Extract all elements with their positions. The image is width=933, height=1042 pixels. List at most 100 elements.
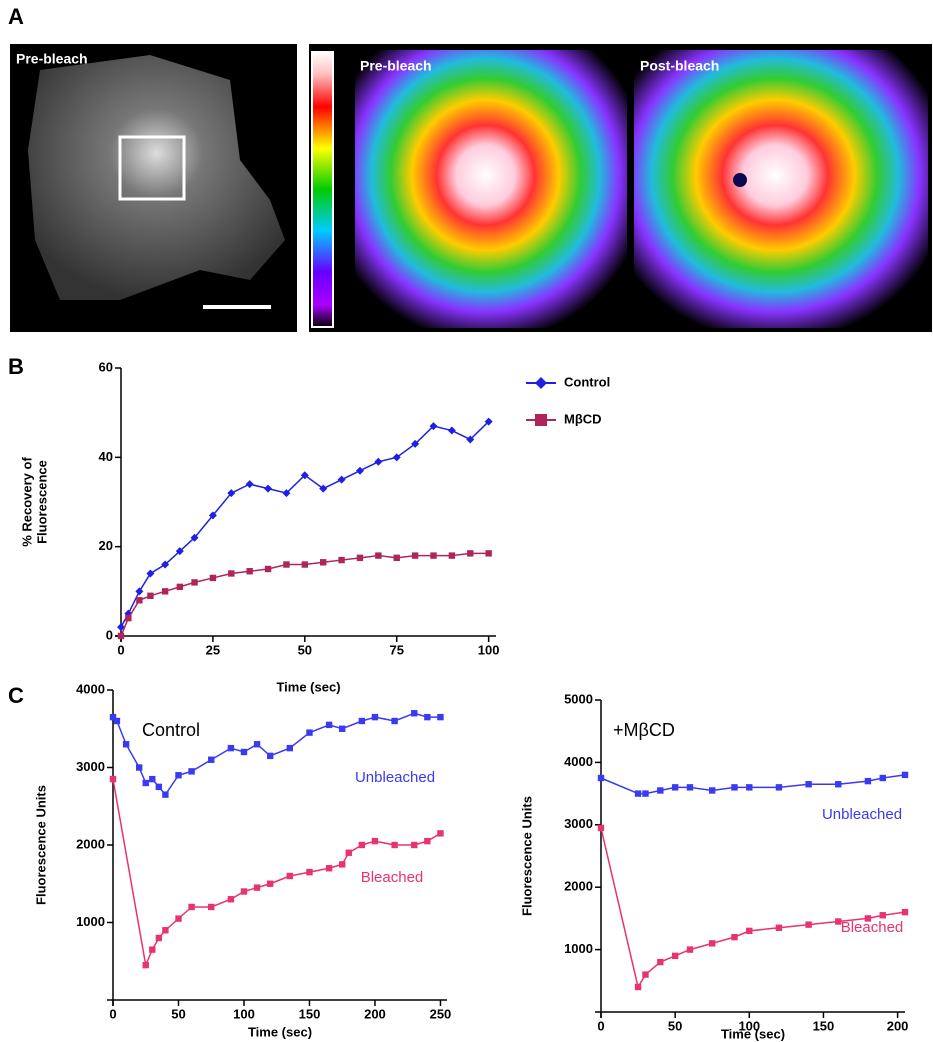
marker [393, 554, 400, 562]
y-axis-label: Fluorescence Units [519, 796, 534, 916]
legend-label: MβCD [564, 411, 602, 426]
marker [864, 915, 872, 922]
panel-label: A [8, 4, 24, 29]
marker [485, 550, 492, 557]
marker [437, 830, 444, 837]
marker [375, 552, 382, 559]
marker [142, 779, 149, 787]
marker [337, 475, 346, 484]
marker [135, 764, 143, 771]
marker [901, 771, 909, 779]
marker [208, 511, 217, 520]
marker [879, 912, 886, 919]
marker [320, 559, 327, 566]
marker [484, 417, 493, 426]
x-axis-label: Time (sec) [248, 1024, 312, 1039]
x-tick-label: 200 [364, 1006, 386, 1021]
separator [297, 44, 309, 332]
marker [392, 453, 401, 462]
marker [227, 744, 235, 752]
marker [709, 940, 716, 947]
marker [430, 552, 437, 559]
marker [901, 908, 909, 916]
marker [339, 861, 346, 868]
marker [175, 915, 182, 922]
y-tick-label: 3000 [564, 816, 593, 831]
x-tick-label: 0 [109, 1006, 116, 1021]
marker [176, 583, 184, 591]
series-line [120, 421, 490, 628]
marker [835, 781, 842, 788]
marker [175, 547, 184, 556]
marker [374, 457, 383, 466]
marker [188, 768, 195, 775]
y-tick-label: 1000 [564, 941, 593, 956]
series-annotation: Unbleached [355, 769, 435, 786]
x-tick-label: 100 [738, 1018, 760, 1033]
marker [306, 729, 313, 736]
x-tick-label: 50 [298, 642, 312, 657]
marker [146, 569, 155, 578]
y-tick-label: 60 [99, 359, 113, 374]
marker [125, 614, 132, 622]
marker [155, 783, 163, 791]
legend-marker [535, 414, 547, 426]
marker [319, 484, 328, 493]
marker [805, 921, 812, 928]
marker [208, 756, 215, 763]
marker [731, 933, 738, 941]
marker [282, 489, 291, 498]
marker [209, 574, 217, 582]
marker [437, 713, 444, 721]
color-bar [311, 51, 334, 328]
marker [245, 480, 254, 489]
marker [113, 717, 121, 725]
marker [191, 579, 198, 586]
panel-label: C [8, 683, 24, 708]
marker [746, 927, 753, 935]
marker [147, 592, 154, 599]
series-annotation: Bleached [841, 919, 904, 936]
x-tick-label: 150 [299, 1006, 321, 1021]
y-tick-label: 0 [106, 627, 113, 642]
marker [161, 560, 170, 569]
marker [657, 958, 664, 966]
heatmap-image [634, 50, 928, 328]
marker [356, 554, 364, 562]
marker [190, 533, 199, 542]
marker [805, 781, 812, 788]
marker [371, 713, 379, 721]
series-line [600, 827, 906, 990]
marker [345, 849, 352, 856]
marker [411, 841, 418, 849]
marker [286, 872, 294, 880]
marker [286, 744, 294, 752]
marker [391, 841, 398, 849]
marker [671, 784, 679, 791]
marker [424, 713, 431, 721]
marker [162, 791, 169, 798]
x-tick-label: 200 [887, 1018, 909, 1033]
legend-label: Control [564, 374, 610, 389]
image-label: Pre-bleach [360, 58, 432, 74]
marker [227, 896, 235, 903]
cell-image [28, 55, 285, 300]
marker [117, 632, 125, 640]
marker [283, 561, 290, 568]
marker [266, 880, 274, 887]
y-tick-label: 4000 [564, 754, 593, 769]
marker [411, 439, 420, 448]
marker [642, 971, 649, 978]
y-tick-label: 20 [99, 538, 113, 553]
marker [634, 983, 642, 991]
marker [775, 784, 783, 791]
marker [657, 787, 664, 794]
marker [597, 774, 605, 782]
y-tick-label: 2000 [564, 879, 593, 894]
marker [371, 837, 379, 845]
marker [447, 426, 456, 435]
marker [188, 903, 195, 911]
marker [429, 422, 438, 431]
marker [709, 787, 716, 794]
